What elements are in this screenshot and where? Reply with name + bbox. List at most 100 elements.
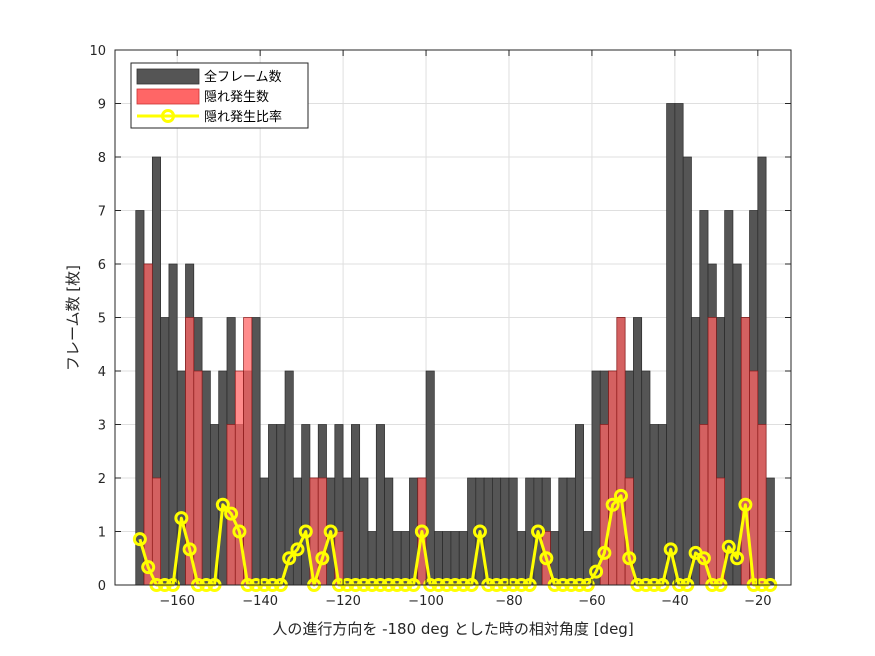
bar-total-frames [674,103,684,586]
bar-total-frames [425,370,435,586]
bar-total-frames [135,210,145,586]
ratio-point [721,539,736,554]
bar-total-frames [666,103,676,586]
y-tick-label: 0 [98,579,106,594]
y-tick-label: 9 [98,98,106,113]
bar-total-frames [458,531,468,586]
ratio-point [622,551,637,566]
bar-total-frames [160,317,170,586]
y-tick-label: 6 [98,258,106,273]
bar-total-frames [765,477,775,586]
bar-total-frames [508,477,518,586]
y-tick-label: 2 [98,472,106,487]
bar-total-frames [201,370,211,586]
ratio-point [132,532,147,547]
ratio-point [597,545,612,560]
bar-occlusion [616,317,626,586]
bar-total-frames [400,531,410,586]
ratio-point [589,564,604,579]
ratio-point [472,524,487,539]
bar-total-frames [724,210,734,586]
bar-total-frames [500,477,510,586]
legend-label-ratio: 隠れ発生比率 [204,109,282,125]
ratio-point [730,551,745,566]
bar-total-frames [168,263,178,586]
bar-total-frames [657,424,667,586]
bar-total-frames [516,531,526,586]
ratio-point [290,542,305,557]
y-tick-label: 4 [98,365,106,380]
bar-total-frames [442,531,452,586]
ratio-point [298,524,313,539]
x-tick-label: −60 [578,594,605,609]
x-tick-label: −20 [744,594,771,609]
ratio-point [663,542,678,557]
y-tick-label: 1 [98,526,106,541]
ratio-point [224,506,239,521]
bar-total-frames [251,317,261,586]
ratio-point [215,497,230,512]
y-tick-label: 5 [98,312,106,327]
y-tick-label: 10 [89,44,106,59]
ratio-point [315,551,330,566]
x-axis-label: 人の進行方向を -180 deg とした時の相対角度 [deg] [272,620,633,638]
bar-total-frames [351,424,361,586]
bar-occlusion [243,317,253,586]
bar-total-frames [682,156,692,586]
y-tick-label: 8 [98,151,106,166]
bar-occlusion [707,317,717,586]
x-tick-label: −80 [495,594,522,609]
legend: 全フレーム数 隠れ発生数 隠れ発生比率 [130,62,309,129]
ratio-point [232,524,247,539]
bar-total-frames [392,531,402,586]
bar-total-frames [259,477,269,586]
bar-total-frames [268,424,278,586]
x-tick-label: −120 [325,594,361,609]
legend-swatch-total [136,68,200,85]
bar-total-frames [375,424,385,586]
ratio-point [323,524,338,539]
bar-total-frames [492,477,502,586]
bar-total-frames [633,317,643,586]
legend-marker-ratio [161,109,175,123]
x-tick-label: −40 [661,594,688,609]
legend-swatch-occlusion [136,88,200,105]
ratio-point [539,551,554,566]
bar-total-frames [367,531,377,586]
bar-total-frames [342,477,352,586]
bar-total-frames [574,424,584,586]
bar-occlusion [757,424,767,586]
legend-label-total: 全フレーム数 [204,69,282,85]
ratio-point [605,497,620,512]
bar-total-frames [566,477,576,586]
y-axis-label: フレーム数 [枚] [64,265,82,371]
bar-total-frames [301,424,311,586]
ratio-point [141,560,156,575]
ratio-point [696,551,711,566]
ratio-point [414,524,429,539]
x-tick-label: −100 [408,594,444,609]
bar-total-frames [384,477,394,586]
bar-total-frames [359,477,369,586]
y-tick-label: 7 [98,205,106,220]
x-tick-label: −140 [242,594,278,609]
bar-total-frames [450,531,460,586]
legend-label-occlusion: 隠れ発生数 [204,90,269,105]
ratio-point [738,497,753,512]
bars-occlusions [143,263,767,586]
bar-total-frames [691,317,701,586]
bar-total-frames [641,370,651,586]
bar-total-frames [218,370,228,586]
ratio-point [613,488,628,503]
axis-ticks: −160 −140 −120 −100 −80 −60 −40 −20 0 1 2 3 4 5 6 7 8 9 10 [89,44,791,609]
y-tick-label: 3 [98,419,106,434]
bar-total-frames [649,424,659,586]
x-tick-label: −160 [159,594,195,609]
bar-total-frames [558,477,568,586]
ratio-point [182,542,197,557]
ratio-point [282,551,297,566]
bar-total-frames [433,531,443,586]
ratio-point [174,511,189,526]
ratio-point [531,524,546,539]
